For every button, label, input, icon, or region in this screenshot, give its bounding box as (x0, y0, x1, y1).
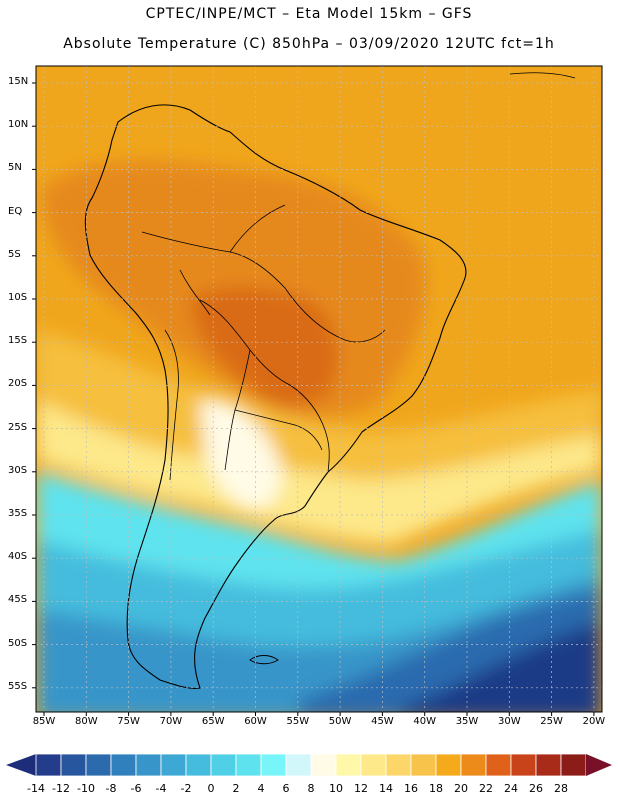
latitude-label: 20S (8, 378, 28, 390)
colorbar-label: -12 (52, 782, 70, 795)
longitude-label: 30W (497, 716, 521, 727)
colorbar-swatch (310, 753, 337, 777)
colorbar-swatch (410, 753, 437, 777)
field-subtropical-band (36, 330, 602, 483)
longitude-label: 45W (371, 716, 394, 727)
colorbar-label: 18 (429, 782, 443, 795)
colorbar-swatch (185, 753, 212, 777)
colorbar-swatch (110, 753, 137, 777)
colorbar (6, 753, 612, 777)
longitude-label: 55W (286, 716, 310, 727)
field-mild-band (36, 400, 602, 545)
longitude-label: 20W (582, 716, 606, 727)
colorbar-label: 2 (232, 782, 240, 795)
colorbar-label: 10 (329, 782, 343, 795)
colorbar-label: 4 (257, 782, 265, 795)
colorbar-over-arrow (586, 754, 612, 776)
field-cool-tongue (200, 399, 283, 510)
graticule (36, 66, 602, 712)
colorbar-swatch (210, 753, 237, 777)
colorbar-swatch (85, 753, 112, 777)
colorbar-label: 12 (354, 782, 368, 795)
colorbar-swatch (535, 753, 562, 777)
map-title-line1: CPTEC/INPE/MCT – Eta Model 15km – GFS (145, 6, 473, 22)
colorbar-swatch (460, 753, 487, 777)
longitude-label: 65W (201, 716, 225, 727)
longitude-label: 50W (328, 716, 352, 727)
latitude-label: 55S (8, 680, 28, 692)
latitude-label: EQ (8, 205, 23, 217)
colorbar-swatch (435, 753, 462, 777)
colorbar-label: 6 (282, 782, 290, 795)
colorbar-label: 8 (307, 782, 315, 795)
colorbar-swatch (35, 753, 62, 777)
colorbar-label: 26 (529, 782, 543, 795)
country-borders (141, 204, 386, 481)
colorbar-swatch (60, 753, 87, 777)
longitude-label: 75W (117, 716, 140, 727)
colorbar-swatch (285, 753, 312, 777)
colorbar-swatch (260, 753, 287, 777)
field-hot-core (190, 286, 339, 407)
latitude-label: 40S (8, 551, 28, 563)
latitude-label: 15S (8, 335, 28, 347)
colorbar-label: -8 (105, 782, 117, 795)
latitude-label: 35S (8, 508, 28, 519)
colorbar-swatch (560, 753, 587, 777)
latitude-label: 45S (8, 594, 28, 606)
latitude-label: 25S (8, 421, 28, 433)
colorbar-label: 22 (479, 782, 493, 795)
latitude-label: 10N (8, 119, 29, 131)
colorbar-label: -6 (130, 782, 142, 795)
south-america-coastline (84, 104, 467, 689)
longitude-label: 85W (32, 716, 56, 727)
colorbar-label: -2 (180, 782, 192, 795)
latitude-label: 50S (8, 637, 28, 649)
colorbar-label: -4 (155, 782, 167, 795)
colorbar-swatch (485, 753, 512, 777)
colorbar-swatch (235, 753, 262, 777)
longitude-label: 40W (413, 716, 436, 727)
colorbar-swatch (160, 753, 187, 777)
temperature-map (32, 65, 603, 716)
colorbar-label: 14 (379, 782, 393, 795)
colorbar-under-arrow (6, 754, 36, 776)
colorbar-swatch (360, 753, 387, 777)
colorbar-swatch (385, 753, 412, 777)
colorbar-label: 20 (454, 782, 468, 795)
colorbar-label: 28 (554, 782, 568, 795)
colorbar-swatch (335, 753, 362, 777)
colorbar-label: 16 (404, 782, 418, 795)
colorbar-label: -14 (27, 782, 45, 795)
colorbar-swatch (510, 753, 537, 777)
longitude-label: 80W (74, 716, 98, 727)
longitude-label: 35W (455, 716, 479, 727)
longitude-label: 70W (159, 716, 183, 727)
longitude-label: 25W (540, 716, 563, 727)
latitude-label: 10S (8, 292, 28, 303)
map-title-line2: Absolute Temperature (C) 850hPa – 03/09/… (63, 36, 555, 52)
colorbar-label: 0 (207, 782, 215, 795)
latitude-label: 30S (8, 464, 28, 476)
malvinas-islands (249, 655, 279, 665)
latitude-label: 5N (8, 162, 22, 174)
colorbar-swatch (135, 753, 162, 777)
colorbar-label: -10 (77, 782, 95, 795)
colorbar-label: 24 (504, 782, 518, 795)
africa-coast (509, 72, 576, 79)
latitude-label: 15N (8, 76, 29, 87)
latitude-label: 5S (8, 248, 21, 260)
plot-frame (35, 65, 603, 713)
longitude-label: 60W (244, 716, 267, 727)
